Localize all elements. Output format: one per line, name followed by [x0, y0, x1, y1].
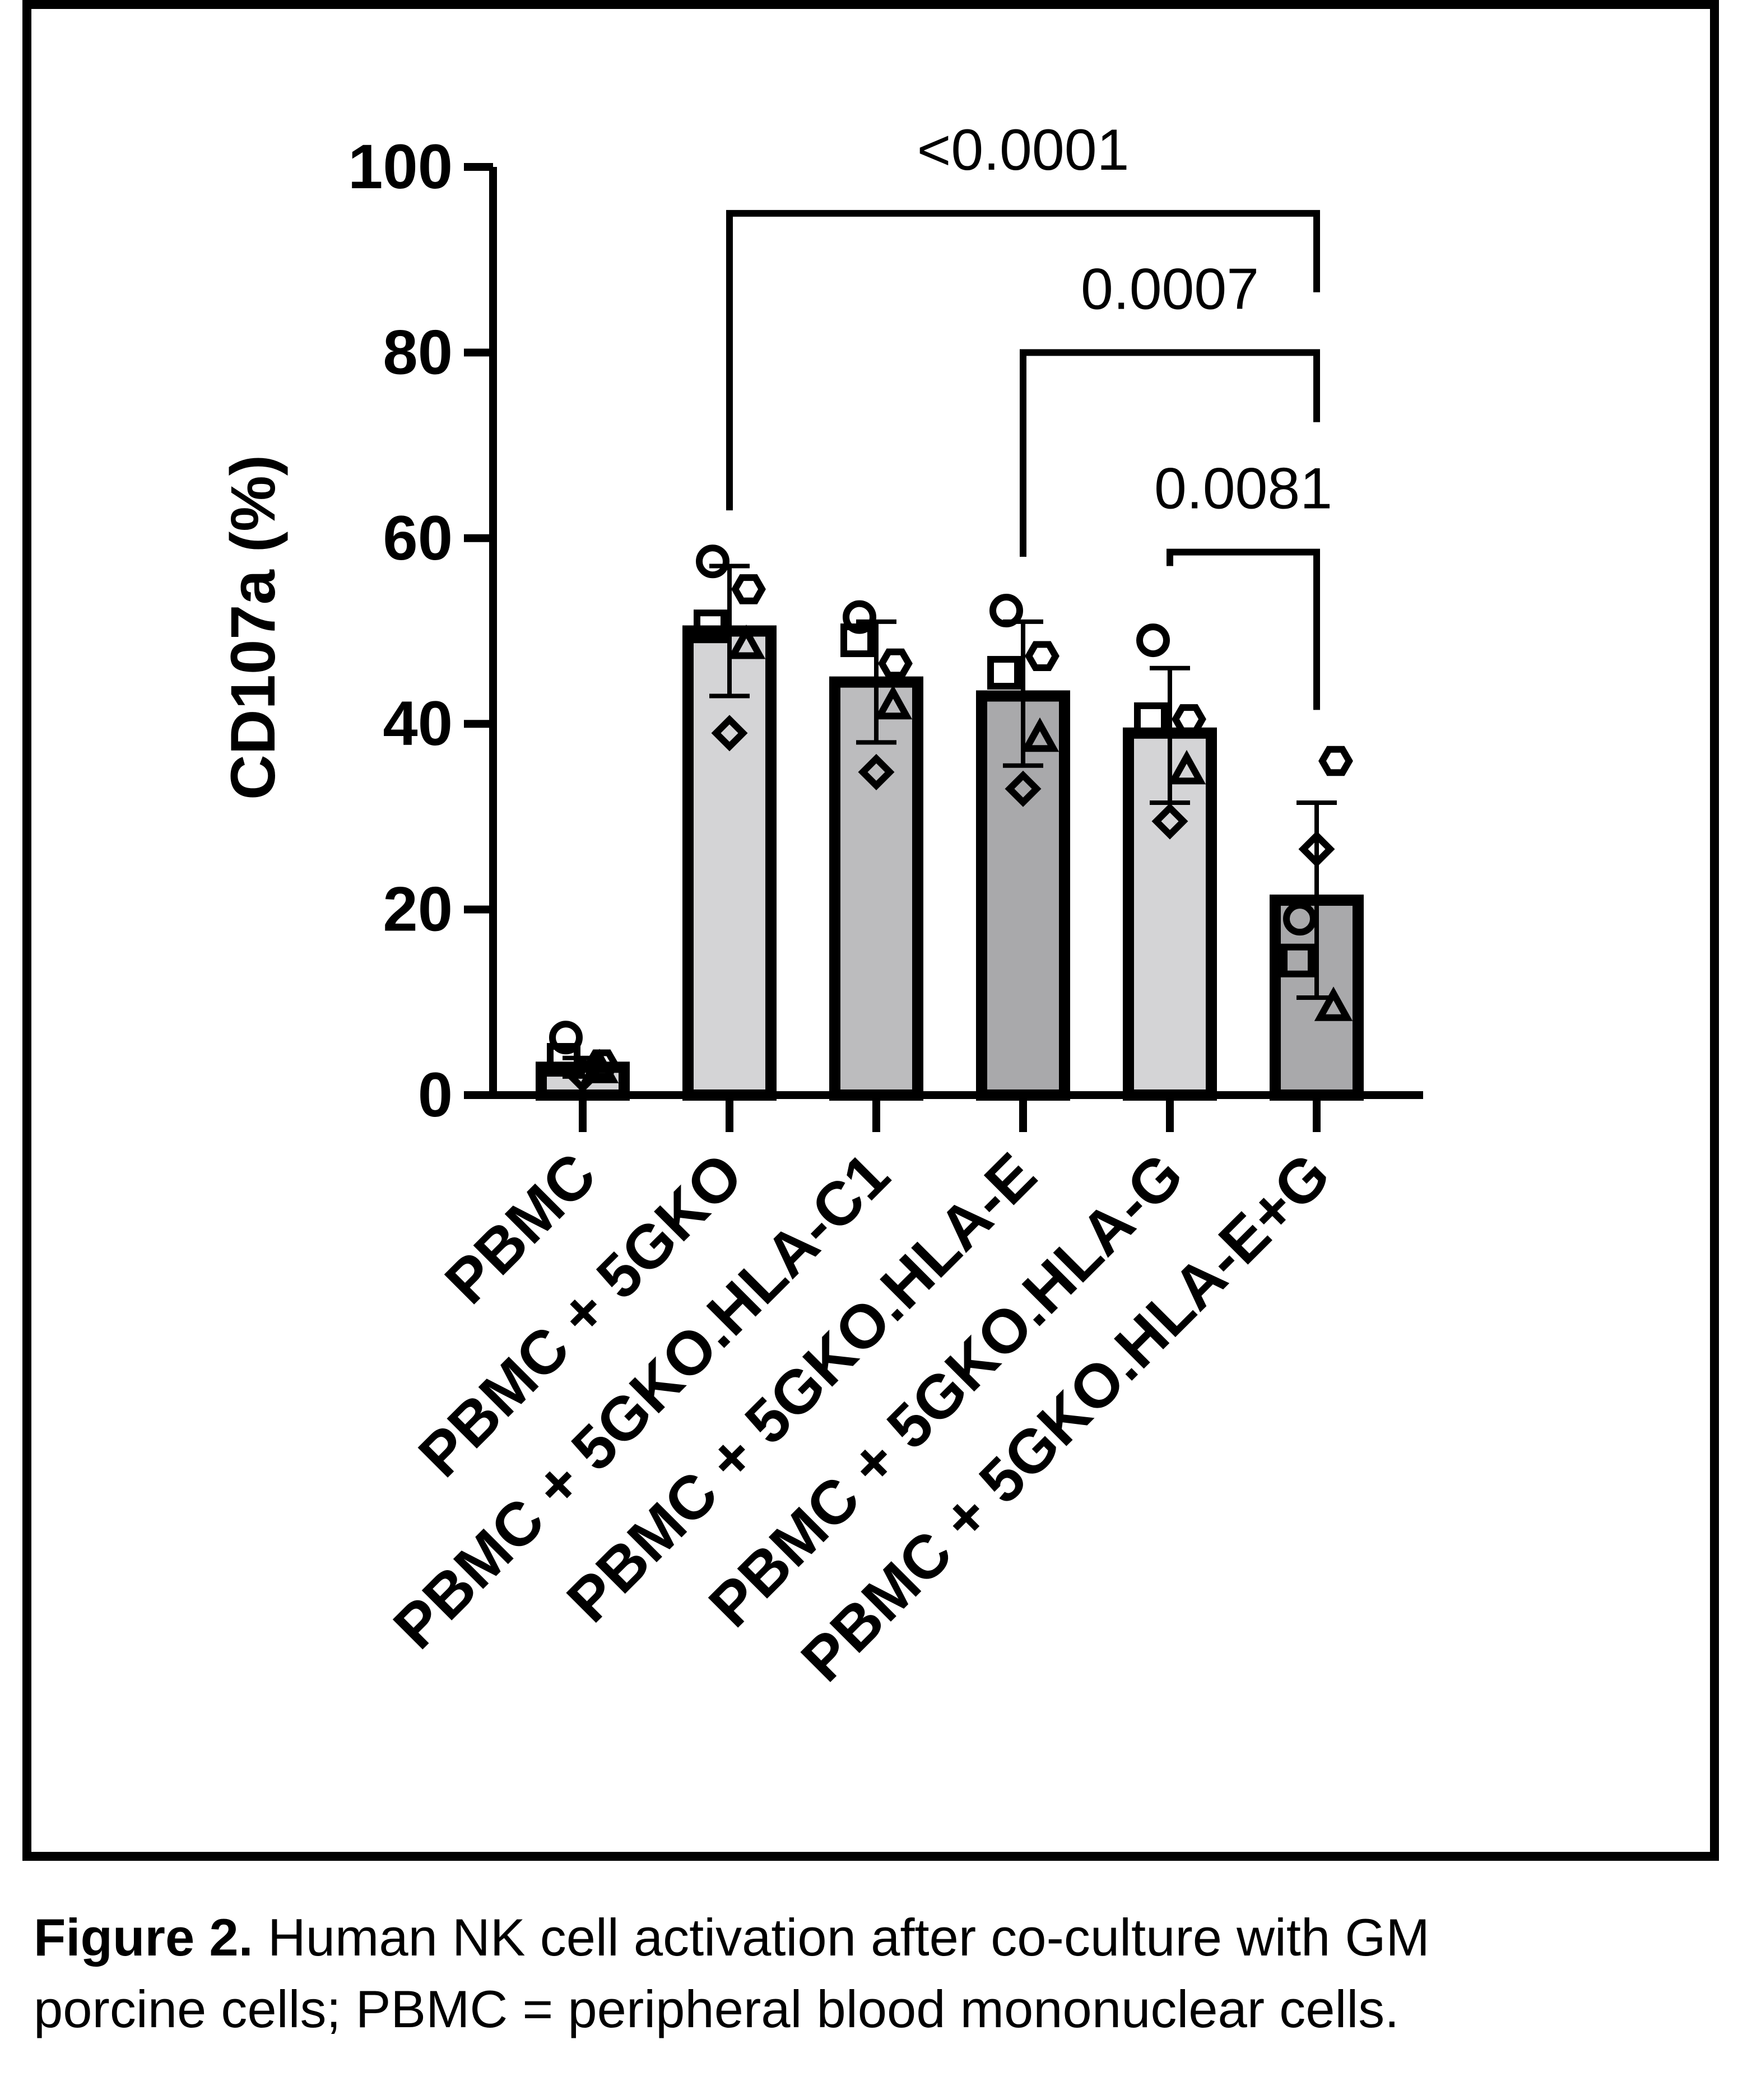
bracket-label-0: <0.0001 [917, 118, 1130, 183]
y-tick-label-60: 60 [383, 503, 453, 573]
point-4-hexagon [1172, 704, 1206, 734]
bracket-label-2: 0.0081 [1154, 457, 1332, 521]
y-tick-label-80: 80 [383, 317, 453, 387]
point-2-circle [843, 600, 876, 634]
bracket-0 [726, 209, 1320, 511]
point-0-square [547, 1043, 580, 1077]
point-4-triangle [1167, 749, 1206, 785]
point-4-diamond [1151, 803, 1188, 840]
y-tick-label-40: 40 [383, 688, 453, 758]
caption-line-1: Human NK cell activation after co-cultur… [253, 1908, 1430, 1967]
bracket-2 [1167, 548, 1320, 710]
point-2-triangle [873, 685, 913, 720]
point-3-diamond [1005, 770, 1042, 807]
point-4-circle [1136, 623, 1170, 658]
point-5-diamond [1298, 831, 1335, 868]
point-3-square [987, 656, 1021, 690]
point-1-triangle [727, 625, 766, 659]
bracket-1 [1020, 349, 1320, 557]
point-1-diamond [711, 715, 748, 752]
point-0-circle [549, 1021, 583, 1055]
bracket-label-1: 0.0007 [1081, 257, 1259, 322]
figure-caption: Figure 2. Human NK cell activation after… [34, 1902, 1703, 2045]
point-3-circle [989, 594, 1023, 628]
point-5-triangle [1314, 986, 1353, 1021]
error-bars [563, 564, 1337, 1079]
caption-label: Figure 2. [34, 1908, 253, 1967]
point-4-square [1134, 702, 1168, 736]
point-2-hexagon [878, 648, 913, 679]
bar-1 [682, 625, 777, 1101]
bars [536, 625, 1364, 1101]
point-5-square [1281, 943, 1314, 977]
y-tick-label-100: 100 [348, 132, 453, 202]
point-2-diamond [858, 753, 895, 790]
point-5-hexagon [1318, 746, 1353, 776]
point-3-hexagon [1025, 641, 1059, 672]
point-5-circle [1283, 902, 1317, 936]
caption-line-2: porcine cells; PBMC = peripheral blood m… [34, 1980, 1400, 2038]
point-1-circle [696, 544, 729, 579]
significance-brackets: <0.0001 0.0007 0.0081 [726, 118, 1332, 710]
y-axis-label: CD107a (%) [218, 455, 288, 800]
point-1-hexagon [731, 574, 766, 604]
point-1-square [694, 609, 727, 644]
data-points [547, 544, 1353, 1093]
y-tick-label-20: 20 [383, 874, 453, 944]
point-3-triangle [1020, 717, 1059, 752]
point-2-square [840, 623, 874, 658]
y-tick-label-0: 0 [418, 1060, 453, 1130]
point-0-diamond [564, 1056, 601, 1093]
